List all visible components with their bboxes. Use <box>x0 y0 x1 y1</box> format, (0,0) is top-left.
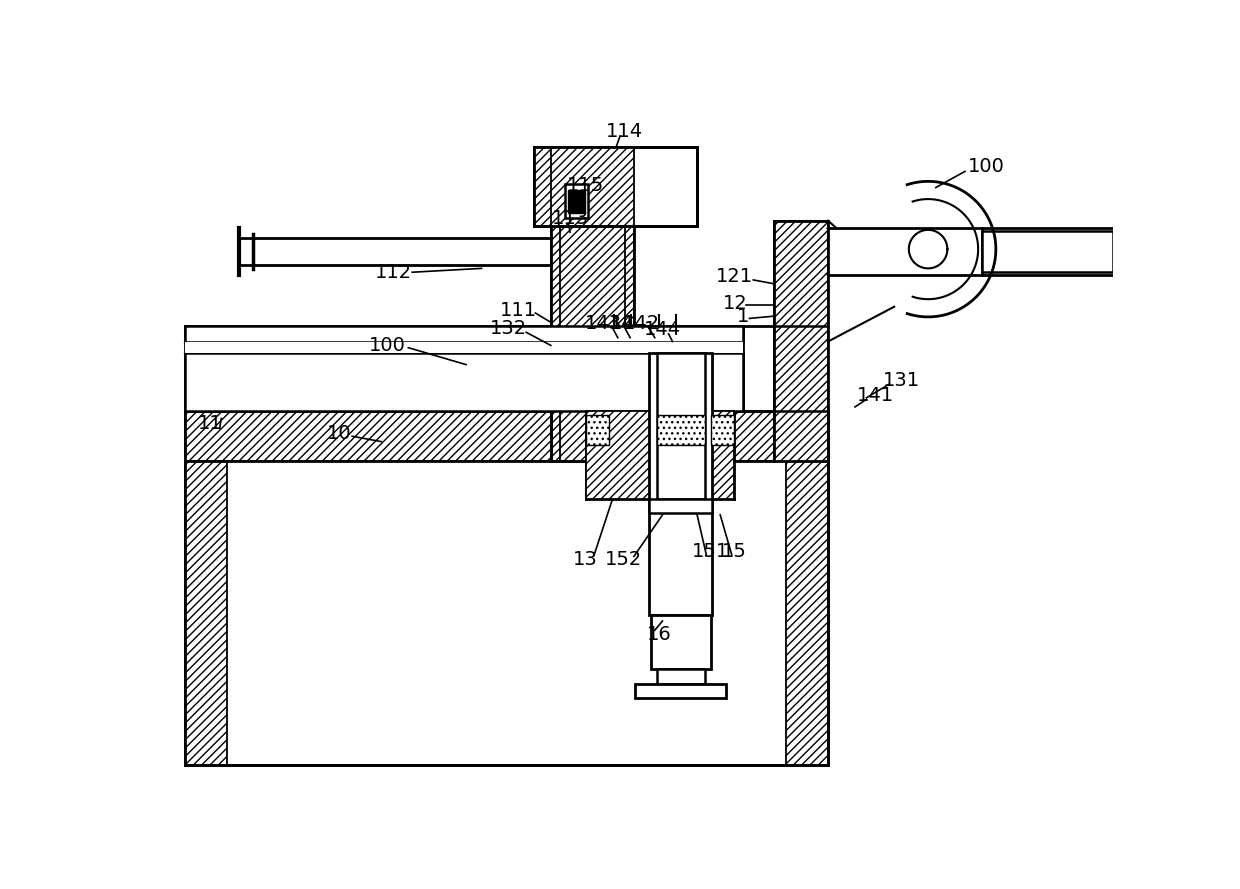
Bar <box>982 230 1112 272</box>
Text: 151: 151 <box>692 542 729 561</box>
Bar <box>711 414 734 445</box>
Text: 114: 114 <box>605 122 642 140</box>
Text: 112: 112 <box>374 263 412 282</box>
Text: 1: 1 <box>737 307 749 325</box>
Text: 115: 115 <box>567 177 604 196</box>
Bar <box>657 353 704 500</box>
Bar <box>185 411 828 765</box>
Bar <box>828 228 982 275</box>
Text: 144: 144 <box>644 320 681 340</box>
Bar <box>534 147 697 226</box>
Text: 16: 16 <box>647 625 672 644</box>
Text: 152: 152 <box>605 550 642 569</box>
Text: 131: 131 <box>883 371 920 389</box>
Bar <box>185 326 743 341</box>
Bar <box>774 220 828 461</box>
Text: 142: 142 <box>622 315 660 333</box>
Text: 15: 15 <box>722 542 746 561</box>
Bar <box>551 159 634 461</box>
Bar <box>657 414 704 445</box>
Bar <box>564 184 588 219</box>
Text: 12: 12 <box>723 293 748 313</box>
Bar <box>786 411 828 765</box>
Text: 132: 132 <box>490 319 527 338</box>
Bar <box>668 411 734 500</box>
Bar <box>551 147 634 226</box>
Bar <box>568 190 585 213</box>
Text: 121: 121 <box>715 267 753 285</box>
Bar <box>652 411 668 500</box>
Bar <box>650 353 713 615</box>
Bar <box>650 500 713 513</box>
Text: 100: 100 <box>967 157 1004 176</box>
Text: 143: 143 <box>585 315 622 333</box>
Text: 10: 10 <box>326 424 351 444</box>
Text: 141: 141 <box>857 386 894 404</box>
Bar <box>587 411 652 500</box>
Bar <box>635 685 727 698</box>
Text: 111: 111 <box>500 301 537 320</box>
Text: 100: 100 <box>370 336 405 355</box>
Bar <box>587 414 609 445</box>
Bar <box>534 147 553 226</box>
Text: 11: 11 <box>198 414 223 434</box>
Text: 14: 14 <box>610 315 635 333</box>
Text: 13: 13 <box>573 550 598 569</box>
Bar <box>534 147 697 226</box>
Bar <box>651 615 711 669</box>
Bar <box>185 411 227 765</box>
Bar <box>657 669 704 685</box>
Text: 113: 113 <box>552 209 589 228</box>
Bar <box>185 353 743 411</box>
Bar <box>185 341 743 353</box>
Bar <box>185 411 828 461</box>
